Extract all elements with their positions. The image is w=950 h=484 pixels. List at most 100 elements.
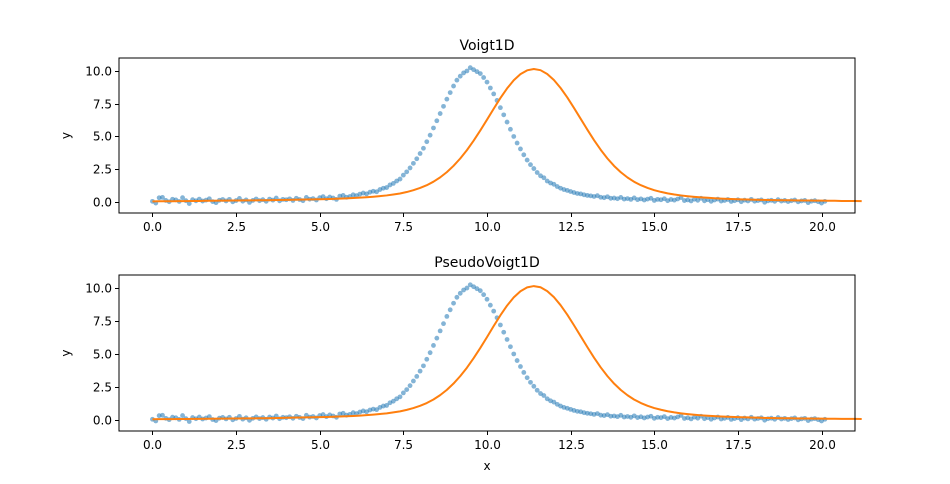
data-point [457,73,463,79]
data-point [524,375,530,381]
x-tick-label: 5.0 [311,438,330,452]
data-points [150,65,828,206]
data-point [508,344,513,350]
data-point [437,328,443,334]
x-tick-label: 2.5 [227,220,246,234]
data-point [407,383,413,389]
data-point [397,394,403,400]
data-point [390,180,396,186]
data-point [524,157,530,163]
y-axis-label: y [59,132,73,139]
data-point [528,162,533,168]
data-point [400,172,406,178]
data-point [484,79,490,85]
y-tick-label: 0.0 [93,196,112,210]
data-point [407,165,413,171]
data-point [411,160,416,166]
data-point [541,175,547,181]
data-point [511,134,517,139]
y-tick-label: 7.5 [93,98,112,112]
voigt1d-panel: Voigt1D 0.0 2.5 5.0 7.5 10.0 12.5 15.0 17.5 20.0 0… [59,38,862,234]
data-point [421,145,426,151]
chart-title: Voigt1D [459,38,514,54]
data-point [411,378,416,384]
data-point [534,170,540,175]
data-point [484,296,490,302]
data-point [384,185,390,190]
x-tick-label: 12.5 [558,438,585,452]
x-tick-label: 17.5 [725,220,752,234]
data-point [160,412,165,418]
data-point [481,292,487,298]
data-point [404,387,410,392]
x-tick-label: 10.0 [474,220,501,234]
y-tick-label: 0.0 [93,414,112,428]
data-point [521,370,527,375]
data-point [518,364,523,369]
x-tick-label: 7.5 [394,220,413,234]
data-point [417,151,423,156]
data-point [504,337,510,342]
data-points [150,282,828,424]
y-tick-label: 10.0 [85,65,112,79]
data-point [531,166,537,171]
data-point [514,140,520,146]
data-point [180,195,185,201]
data-point [447,90,453,95]
data-point [431,343,436,348]
data-point [444,96,450,102]
data-point [427,350,433,356]
data-point [441,321,446,327]
data-point [384,403,390,408]
data-point [491,308,497,314]
data-point [501,112,507,118]
y-tick-label: 5.0 [93,348,112,362]
chart-title: PseudoVoigt1D [434,255,539,271]
data-point [404,169,410,175]
x-tick-label: 20.0 [809,220,836,234]
data-point [477,288,483,294]
x-tick-label: 20.0 [809,438,836,452]
y-tick-label: 2.5 [93,381,112,395]
y-axis-label: y [59,349,73,356]
data-point [454,294,460,300]
x-tick-label: 2.5 [227,438,246,452]
data-point [444,314,450,319]
pseudovoigt1d-panel: PseudoVoigt1D 0.0 2.5 5.0 7.5 10.0 12.5 15.0 17.… [59,255,862,473]
data-point [414,156,420,162]
y-tick-label: 2.5 [93,163,112,177]
data-point [390,398,396,404]
data-point [491,91,497,97]
x-axis-label: x [483,459,490,473]
data-point [477,71,483,76]
data-point [186,201,192,206]
data-point [457,290,463,296]
data-point [424,139,430,145]
y-tick-label: 10.0 [85,282,112,296]
data-point [437,111,443,116]
data-point [521,152,527,158]
data-point [427,132,433,138]
data-point [534,387,540,393]
data-point [481,75,487,80]
x-tick-label: 5.0 [311,220,330,234]
data-point [180,413,185,418]
data-point [431,125,436,131]
data-point [434,335,440,341]
data-point [497,105,503,111]
data-point [414,374,420,379]
data-point [397,176,403,182]
data-point [487,85,493,91]
data-point [421,363,426,369]
data-point [160,195,165,200]
data-point [497,322,503,328]
fit-line [152,68,862,203]
x-tick-label: 17.5 [725,438,752,452]
data-point [508,126,513,132]
data-point [514,358,520,363]
y-tick-label: 5.0 [93,130,112,144]
data-point [451,83,456,89]
data-point [441,103,446,109]
data-point [454,77,460,83]
data-point [447,307,453,313]
